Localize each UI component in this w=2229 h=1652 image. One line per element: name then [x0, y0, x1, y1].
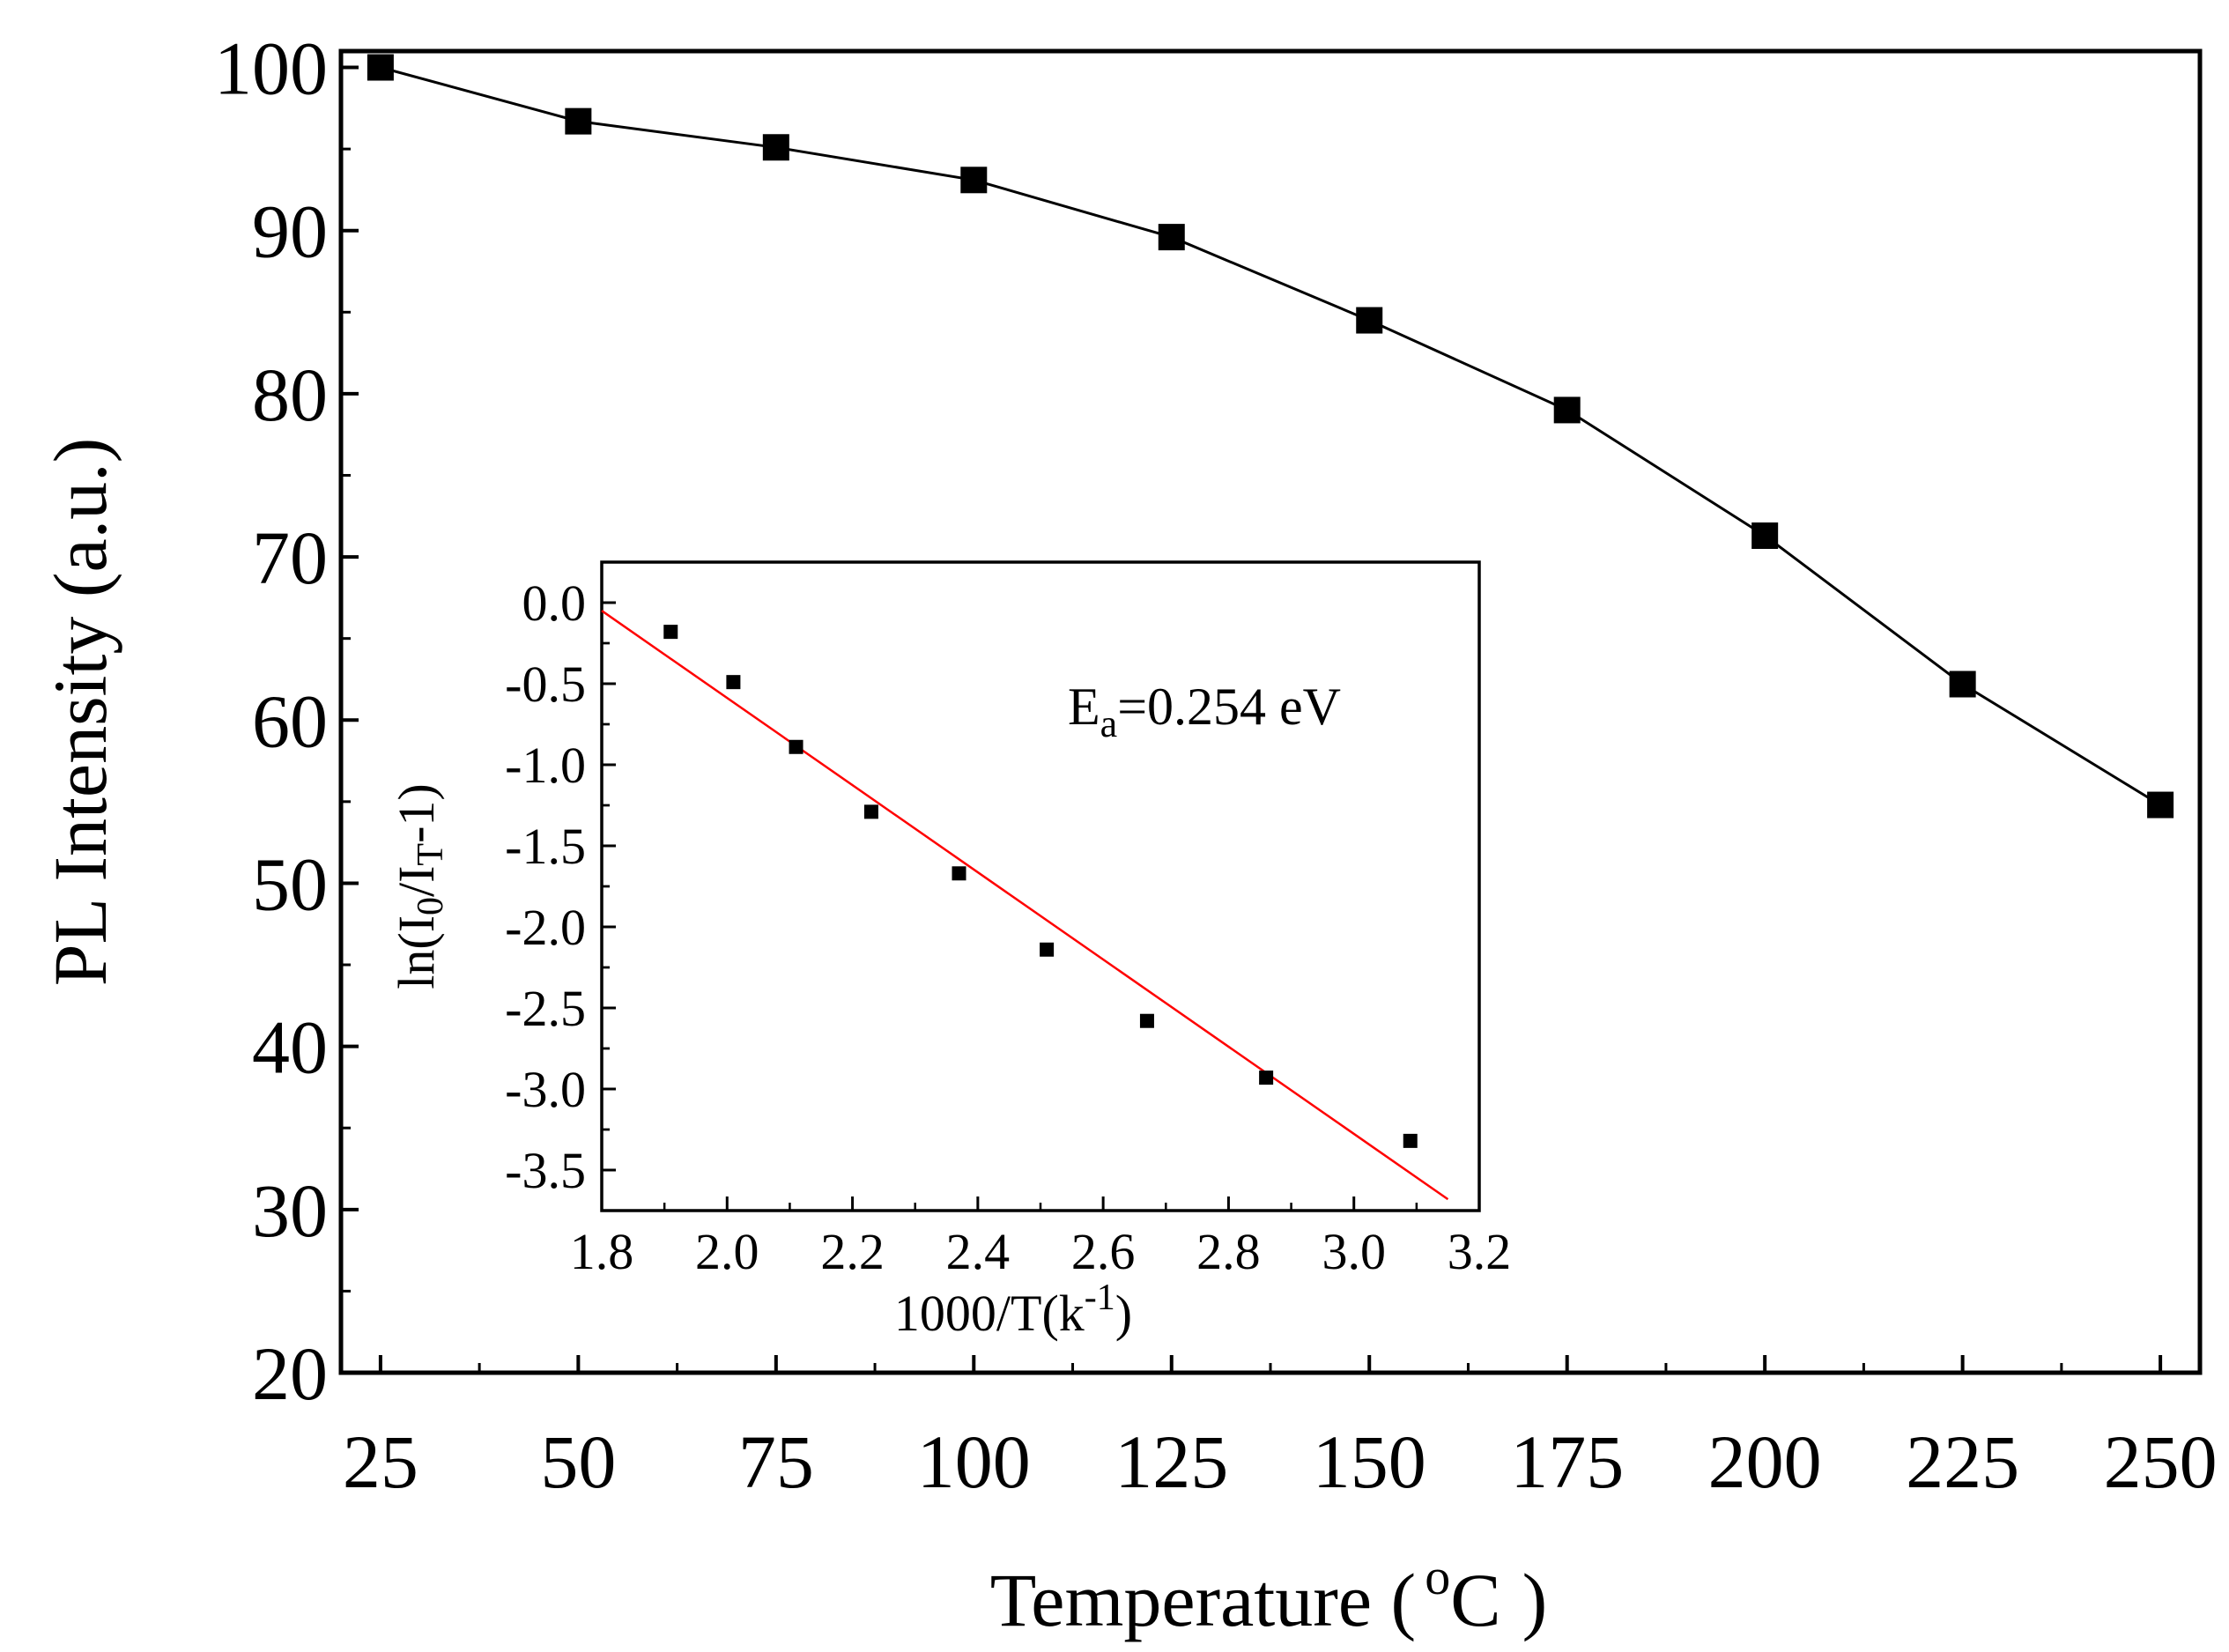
main-y-axis-label: PL Intensity (a.u.): [38, 438, 122, 987]
inset-data-point: [663, 625, 678, 640]
main-data-point: [1949, 670, 1976, 698]
inset-ticks: [600, 601, 1481, 1211]
main-plot: 25 50 75 100 125 150 175 200 225 250 20 30 40 50 60 70 8…: [38, 26, 2218, 1642]
inset-data-point: [1139, 1013, 1154, 1028]
inset-x-tick-label: 2.0: [695, 1223, 759, 1280]
main-y-tick-label: 70: [252, 515, 328, 600]
main-x-tick-label: 125: [1114, 1419, 1228, 1504]
main-x-axis-label-degree: o: [1425, 1548, 1450, 1605]
inset-x-label-sup: -1: [1085, 1278, 1115, 1318]
inset-data-point: [726, 675, 741, 690]
inset-fit-line: [601, 610, 1449, 1201]
main-x-tick-label: 75: [738, 1419, 814, 1504]
inset-tick-labels: 1.8 2.0 2.2 2.4 2.6 2.8 3.0 3.2 0.0 -0.5 -1.0 -1.5 -…: [505, 574, 1511, 1280]
main-y-tick-label: 50: [252, 841, 328, 926]
inset-y-label-part1: ln(I: [388, 915, 445, 989]
inset-x-tick-label: 2.4: [946, 1223, 1011, 1280]
inset-annotation-sub: a: [1100, 702, 1118, 745]
inset-x-label-close: ): [1115, 1285, 1132, 1342]
main-x-tick-label: 150: [1313, 1419, 1426, 1504]
main-x-axis-label-unit: C: [1450, 1558, 1500, 1642]
inset-y-axis-label: ln(I0/IT-1): [388, 783, 451, 989]
main-x-axis-label: Temperature (oC): [990, 1548, 1547, 1642]
inset-y-tick-label: -1.5: [505, 818, 586, 875]
inset-x-tick-label: 3.2: [1448, 1223, 1512, 1280]
main-data-point: [1158, 224, 1185, 251]
inset-x-label-text: 1000/T(k: [894, 1285, 1085, 1342]
inset-x-tick-label: 2.8: [1196, 1223, 1261, 1280]
inset-x-tick-label: 3.0: [1322, 1223, 1386, 1280]
main-data-point: [762, 134, 789, 161]
main-ticks: [341, 65, 2163, 1374]
main-x-tick-label: 175: [1510, 1419, 1624, 1504]
inset-data-point: [789, 739, 803, 754]
main-y-tick-label: 40: [252, 1005, 328, 1090]
main-x-tick-label: 225: [1906, 1419, 2019, 1504]
inset-y-tick-label: -3.0: [505, 1061, 586, 1118]
main-x-axis-label-close: ): [1522, 1558, 1548, 1642]
main-x-tick-label: 100: [917, 1419, 1031, 1504]
main-y-tick-label: 80: [252, 352, 328, 437]
main-x-tick-label: 250: [2104, 1419, 2218, 1504]
inset-y-tick-label: -0.5: [505, 656, 586, 713]
main-x-tick-label: 200: [1708, 1419, 1822, 1504]
inset-data-point: [863, 804, 878, 819]
main-series-markers: [367, 54, 2174, 819]
inset-series-markers: [663, 625, 1418, 1148]
main-data-point: [565, 107, 592, 135]
main-series-line: [380, 66, 2161, 806]
main-data-point: [960, 167, 988, 194]
main-y-tick-label: 60: [252, 678, 328, 763]
inset-x-tick-label: 1.8: [570, 1223, 634, 1280]
inset-y-tick-label: -3.5: [505, 1142, 586, 1199]
main-x-axis-label-text: Temperature (: [990, 1558, 1416, 1642]
main-data-point: [367, 54, 394, 81]
inset-y-tick-label: -2.5: [505, 980, 586, 1037]
inset-y-label-sub2: T: [411, 843, 451, 866]
main-x-tick-label: 50: [540, 1419, 616, 1504]
inset-x-tick-label: 2.6: [1071, 1223, 1136, 1280]
inset-x-tick-label: 2.2: [820, 1223, 885, 1280]
inset-data-point: [1040, 942, 1055, 957]
main-y-tick-label: 30: [252, 1168, 328, 1253]
main-data-point: [1356, 307, 1383, 334]
inset-y-label-sub1: 0: [411, 897, 451, 915]
main-tick-labels: 25 50 75 100 125 150 175 200 225 250 20 30 40 50 60 70 8…: [214, 26, 2218, 1504]
inset-y-label-part3: -1): [388, 783, 445, 843]
inset-plot-frame: [600, 560, 1481, 1212]
inset-x-axis-label: 1000/T(k-1): [894, 1278, 1132, 1342]
main-data-point: [1553, 396, 1581, 424]
main-y-tick-label: 90: [252, 189, 328, 274]
inset-data-point: [1259, 1070, 1274, 1085]
main-y-tick-label: 100: [214, 26, 328, 111]
inset-y-tick-label: -1.0: [505, 737, 586, 794]
main-data-point: [2147, 791, 2174, 819]
main-y-tick-label: 20: [252, 1331, 328, 1416]
inset-annotation-e: E: [1068, 678, 1100, 736]
main-x-tick-label: 25: [343, 1419, 418, 1504]
inset-plot: 1.8 2.0 2.2 2.4 2.6 2.8 3.0 3.2 0.0 -0.5 -1.0 -1.5 -…: [388, 560, 1511, 1342]
inset-y-label-part2: /I: [388, 866, 445, 897]
inset-data-point: [1403, 1133, 1418, 1148]
inset-annotation-value: =0.254 eV: [1117, 678, 1341, 736]
inset-y-tick-label: -2.0: [505, 899, 586, 956]
main-data-point: [1751, 522, 1779, 549]
inset-annotation: Ea=0.254 eV: [1068, 678, 1341, 745]
inset-data-point: [952, 866, 966, 881]
inset-y-tick-label: 0.0: [522, 574, 587, 632]
